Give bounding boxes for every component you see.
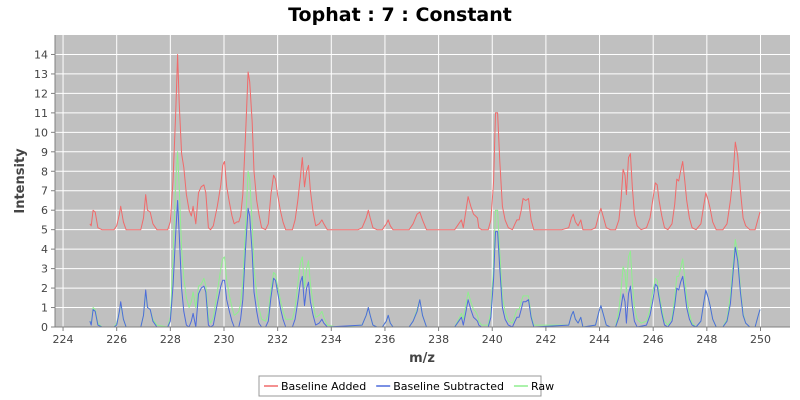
- series-line-baseline-added: [89, 54, 761, 231]
- series-lines: [89, 54, 761, 328]
- x-tick-label: 240: [482, 333, 503, 346]
- series-line-baseline-subtracted: [89, 200, 761, 328]
- x-tick-label: 250: [750, 333, 771, 346]
- x-tick-label: 224: [53, 333, 74, 346]
- y-tick-label: 8: [41, 165, 48, 178]
- x-tick-label: 238: [428, 333, 449, 346]
- y-tick-label: 6: [41, 204, 48, 217]
- x-tick-label: 244: [589, 333, 610, 346]
- x-tick-label: 248: [696, 333, 717, 346]
- x-tick-label: 246: [643, 333, 664, 346]
- y-tick-label: 5: [41, 224, 48, 237]
- gridlines: [55, 35, 790, 328]
- y-tick-label: 2: [41, 282, 48, 295]
- x-tick-label: 242: [535, 333, 556, 346]
- x-axis-label: m/z: [409, 351, 435, 366]
- chart-title: Tophat : 7 : Constant: [288, 4, 512, 26]
- y-axis-label: Intensity: [13, 148, 28, 214]
- y-tick-label: 9: [41, 146, 48, 159]
- y-tick-label: 14: [34, 48, 48, 61]
- y-tick-label: 1: [41, 302, 48, 315]
- plot-area: [55, 35, 790, 327]
- x-tick-label: 226: [106, 333, 127, 346]
- y-tick-label: 7: [41, 185, 48, 198]
- legend-label: Raw: [531, 380, 554, 393]
- legend-label: Baseline Added: [281, 380, 366, 393]
- y-tick-label: 10: [34, 126, 48, 139]
- y-tick-label: 12: [34, 87, 48, 100]
- legend-label: Baseline Subtracted: [393, 380, 504, 393]
- y-tick-label: 4: [41, 243, 48, 256]
- legend-box: [258, 375, 542, 397]
- x-tick-label: 234: [321, 333, 342, 346]
- axes: [54, 35, 790, 328]
- x-tick-label: 230: [213, 333, 234, 346]
- y-tick-label: 13: [34, 68, 48, 81]
- legend: Baseline Added Baseline Subtracted Raw: [258, 375, 554, 397]
- y-tick-label: 11: [34, 107, 48, 120]
- y-tick-label: 0: [41, 321, 48, 334]
- x-tick-label: 236: [374, 333, 395, 346]
- x-tick-label: 232: [267, 333, 288, 346]
- x-ticks: 224 226 228 230 232 234 236 238 240 242 244 246 248 2…: [53, 327, 771, 346]
- x-tick-label: 228: [160, 333, 181, 346]
- y-tick-label: 3: [41, 263, 48, 276]
